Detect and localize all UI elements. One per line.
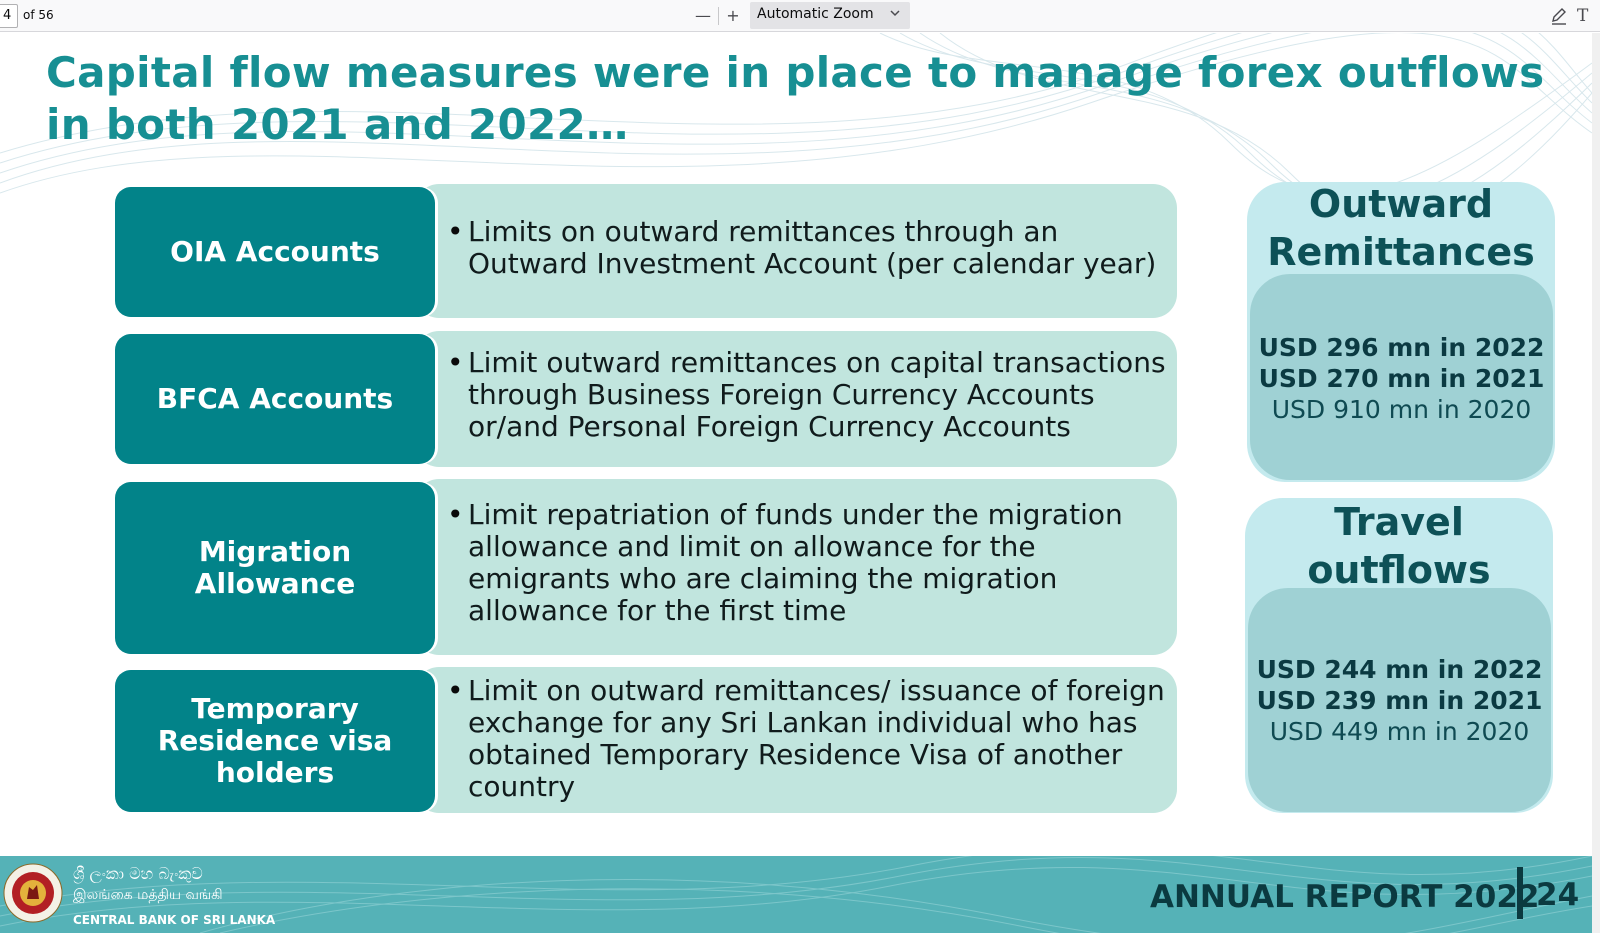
vertical-scrollbar[interactable] bbox=[1592, 33, 1600, 933]
card-title: Outward Remittances bbox=[1267, 182, 1535, 274]
footer-wave-pattern bbox=[0, 856, 1592, 933]
measure-description: Limits on outward remittances through an… bbox=[468, 215, 1157, 280]
bullet-point: • bbox=[447, 674, 464, 707]
bank-name-english: CENTRAL BANK OF SRI LANKA bbox=[73, 913, 276, 927]
bullet-point: • bbox=[447, 498, 464, 531]
measure-row: Temporary Residence visa holders • Limit… bbox=[115, 667, 1177, 813]
measure-label: Migration Allowance bbox=[115, 482, 435, 654]
footer-divider bbox=[1517, 867, 1523, 919]
zoom-select[interactable]: Automatic Zoom bbox=[750, 2, 910, 29]
text-icon[interactable]: T bbox=[1577, 6, 1589, 26]
slide-title: Capital flow measures were in place to m… bbox=[46, 48, 1545, 149]
slide-page: Capital flow measures were in place to m… bbox=[0, 33, 1592, 933]
stat-value-2021: USD 239 mn in 2021 bbox=[1256, 686, 1543, 715]
measure-label: BFCA Accounts bbox=[115, 334, 435, 464]
measure-description-box bbox=[415, 184, 1177, 318]
stat-value-2020: USD 910 mn in 2020 bbox=[1271, 395, 1532, 424]
report-title: ANNUAL REPORT 2022 bbox=[1150, 879, 1540, 915]
zoom-out-button[interactable]: — bbox=[695, 6, 711, 25]
bullet-point: • bbox=[447, 346, 464, 379]
bullet-point: • bbox=[447, 215, 464, 248]
slide-footer: ශ්‍රී ලංකා මහ බැංකුව இலங்கை மத்திய வங்கி… bbox=[0, 856, 1592, 933]
card-values: USD 244 mn in 2022 USD 239 mn in 2021 US… bbox=[1248, 588, 1551, 812]
measure-description-box bbox=[415, 667, 1177, 813]
zoom-level-value: Automatic Zoom bbox=[757, 6, 874, 22]
measure-label: Temporary Residence visa holders bbox=[115, 670, 435, 812]
page-count: of 56 bbox=[23, 8, 54, 22]
pen-icon[interactable] bbox=[1549, 6, 1569, 26]
zoom-in-button[interactable]: + bbox=[726, 6, 740, 25]
measure-description: Limit on outward remittances/ issuance o… bbox=[468, 674, 1165, 803]
stat-value-2021: USD 270 mn in 2021 bbox=[1258, 364, 1545, 393]
zoom-separator bbox=[718, 7, 719, 25]
measure-description-box bbox=[415, 331, 1177, 467]
card-title: Travel outflows bbox=[1307, 500, 1491, 592]
bank-seal-logo bbox=[3, 863, 63, 923]
stat-value-2022: USD 296 mn in 2022 bbox=[1258, 333, 1545, 362]
card-values: USD 296 mn in 2022 USD 270 mn in 2021 US… bbox=[1250, 274, 1553, 480]
measure-row: OIA Accounts • Limits on outward remitta… bbox=[115, 184, 1177, 318]
stat-card-travel-outflows: Travel outflows USD 244 mn in 2022 USD 2… bbox=[1245, 498, 1553, 813]
stat-value-2022: USD 244 mn in 2022 bbox=[1256, 655, 1543, 684]
stat-card-outward-remittances: Outward Remittances USD 296 mn in 2022 U… bbox=[1247, 182, 1555, 482]
measure-description: Limit repatriation of funds under the mi… bbox=[468, 498, 1123, 627]
measure-row: BFCA Accounts • Limit outward remittance… bbox=[115, 331, 1177, 467]
bank-name-sinhala: ශ්‍රී ලංකා මහ බැංකුව bbox=[73, 864, 203, 883]
measure-label: OIA Accounts bbox=[115, 187, 435, 317]
slide-page-number: 24 bbox=[1536, 877, 1580, 913]
measure-row: Migration Allowance • Limit repatriation… bbox=[115, 479, 1177, 655]
stat-value-2020: USD 449 mn in 2020 bbox=[1269, 717, 1530, 746]
background-wave-pattern bbox=[0, 33, 1592, 213]
measure-description: Limit outward remittances on capital tra… bbox=[468, 346, 1166, 443]
pdf-toolbar: 4 of 56 — + Automatic Zoom T bbox=[0, 0, 1600, 32]
page-number-input[interactable]: 4 bbox=[0, 4, 18, 28]
measure-description-box bbox=[415, 479, 1177, 655]
bank-name-tamil: இலங்கை மத்திய வங்கி bbox=[73, 887, 223, 903]
chevron-down-icon bbox=[890, 6, 900, 23]
